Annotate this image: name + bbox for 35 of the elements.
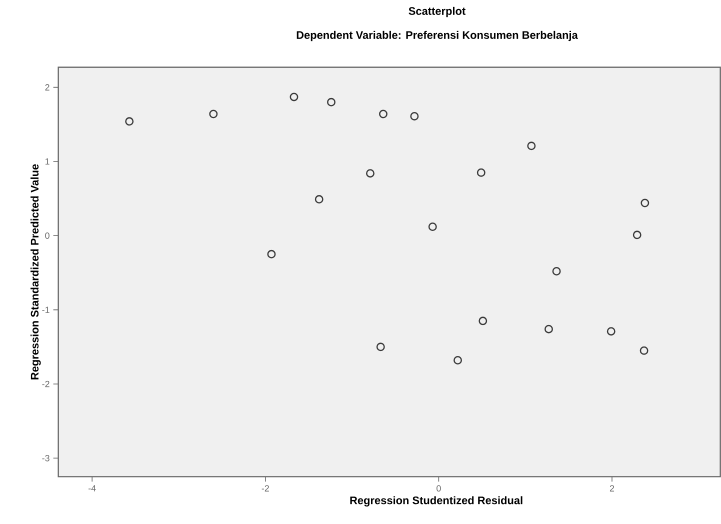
x-tick-label: -4 <box>88 485 96 492</box>
point <box>209 110 218 118</box>
point <box>606 327 616 336</box>
point <box>640 346 648 355</box>
point <box>428 222 437 231</box>
x-tick-label: 0 <box>436 485 441 492</box>
y-tick-label: -1 <box>42 306 50 313</box>
point <box>410 112 419 120</box>
point <box>314 195 324 204</box>
point <box>476 168 486 177</box>
point <box>454 356 462 364</box>
point <box>552 266 561 276</box>
point <box>544 324 553 334</box>
point <box>378 110 388 118</box>
point <box>632 230 642 240</box>
point <box>376 342 385 352</box>
x-tick-label: 2 <box>610 485 614 492</box>
y-tick-label: 0 <box>45 232 50 239</box>
y-tick-label: 2 <box>45 84 50 90</box>
point <box>327 98 336 106</box>
chart-subtitle: Dependent Variable: Preferensi Konsumen Berbelanja <box>296 30 578 42</box>
point <box>640 198 650 208</box>
point <box>366 169 374 178</box>
y-tick-label: -2 <box>42 380 50 388</box>
point <box>478 316 488 326</box>
x-tick-label: -2 <box>262 485 269 492</box>
y-axis-title: Regression Standardized Predicted Value <box>30 164 41 380</box>
x-axis-title: Regression Studentized Residual <box>350 496 522 506</box>
chart-title: Scatterplot <box>408 6 466 18</box>
y-tick-label: -3 <box>42 454 50 462</box>
point <box>125 117 134 126</box>
y-tick-label: 1 <box>45 158 50 165</box>
point <box>267 250 276 258</box>
point <box>290 92 298 102</box>
point <box>527 142 536 150</box>
